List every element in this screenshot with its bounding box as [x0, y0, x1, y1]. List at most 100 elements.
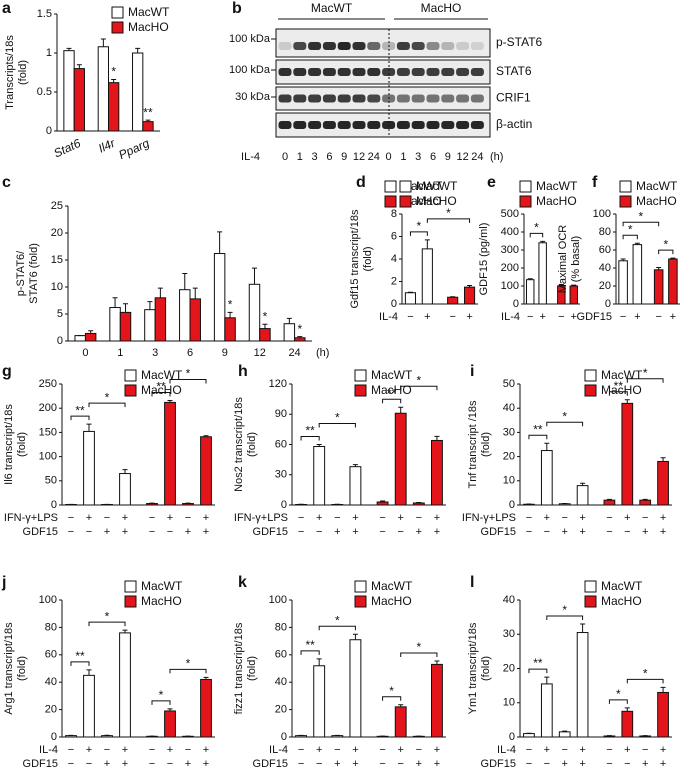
row-sign: +: [334, 526, 340, 538]
bar: [283, 323, 296, 342]
error-bar: [624, 707, 630, 712]
y-axis-label: p-STAT6/: [15, 250, 27, 296]
significance-bracket: [70, 661, 90, 666]
blot-band: [470, 68, 484, 76]
error-bar: [145, 119, 151, 122]
time-label: 12: [353, 151, 365, 163]
row-sign: +: [466, 311, 472, 323]
bar: [119, 311, 132, 342]
row-sign: +: [203, 758, 209, 769]
y-tick-label: 0: [46, 125, 52, 137]
y-tick-label: 80: [275, 621, 287, 633]
y-axis-label: (% basal): [570, 236, 582, 282]
time-unit: (h): [490, 151, 503, 163]
time-label: 9: [341, 151, 347, 163]
error-bar: [352, 464, 358, 467]
y-axis-label: (fold): [480, 432, 492, 457]
row-sign: −: [167, 758, 173, 769]
row-label: GDF15: [481, 758, 516, 769]
error-bar: [620, 258, 626, 261]
bar: [146, 503, 158, 506]
error-bar: [251, 267, 257, 285]
marker-label: 30 kDa: [235, 91, 271, 103]
row-sign: −: [544, 758, 550, 769]
error-bar: [544, 442, 550, 451]
row-sign: +: [434, 526, 440, 538]
significance: **: [533, 656, 543, 670]
row-sign: +: [122, 744, 128, 756]
blot-band: [470, 94, 484, 103]
significance: *: [186, 367, 191, 381]
bar: [394, 412, 407, 506]
row-sign: −: [68, 512, 74, 524]
panel-letter: a: [2, 0, 11, 17]
row-sign: +: [316, 744, 322, 756]
blot-band: [308, 121, 322, 129]
bar: [119, 473, 131, 506]
legend-label: MacHO: [416, 194, 457, 208]
y-tick-label: 100: [39, 594, 57, 606]
blot-band: [367, 121, 381, 129]
row-label: GDF15: [23, 758, 58, 769]
y-tick-label: 0.5: [37, 86, 52, 98]
blot-band: [293, 94, 307, 103]
blot-band: [367, 68, 381, 76]
significance: *: [417, 219, 422, 233]
row-sign: +: [424, 311, 430, 323]
row-sign: +: [167, 744, 173, 756]
error-bar: [660, 686, 666, 693]
error-bar: [656, 267, 662, 270]
legend-swatch: [399, 195, 412, 208]
significance: **: [305, 638, 315, 652]
bar: [558, 731, 571, 738]
y-tick-label: 0: [51, 731, 57, 743]
blot-band: [322, 42, 336, 50]
significance-bracket: [70, 415, 90, 421]
significance-bracket: [88, 402, 126, 408]
error-bar: [203, 435, 209, 437]
significance: **: [387, 386, 397, 400]
significance: **: [75, 403, 85, 417]
error-bar: [122, 629, 128, 633]
error-bar: [424, 239, 430, 249]
row-sign: −: [526, 758, 532, 769]
bar: [142, 121, 154, 132]
row-sign: −: [379, 758, 385, 769]
error-bar: [634, 242, 640, 245]
significance: *: [105, 609, 110, 623]
bar: [83, 674, 95, 738]
blot-band: [322, 68, 336, 76]
error-bar: [434, 435, 440, 441]
row-sign: −: [298, 758, 304, 769]
row-sign: −: [527, 311, 533, 323]
significance: *: [639, 209, 644, 223]
row-sign: −: [298, 512, 304, 524]
legend-swatch: [111, 21, 124, 34]
row-sign: −: [149, 744, 155, 756]
error-bar: [450, 296, 456, 298]
bar: [525, 279, 535, 305]
legend-label: MacWT: [601, 579, 643, 593]
panel-letter: l: [470, 574, 474, 591]
bar: [653, 269, 664, 305]
y-tick-label: 500: [501, 208, 519, 220]
bar: [421, 248, 433, 305]
row-sign: −: [185, 512, 191, 524]
row-sign: −: [642, 512, 648, 524]
bar: [569, 285, 579, 305]
group-label: MacHO: [421, 1, 462, 15]
error-bar: [434, 660, 440, 665]
row-sign: +: [571, 311, 577, 323]
bar: [164, 401, 176, 506]
row-sign: −: [397, 526, 403, 538]
row-sign: −: [606, 758, 612, 769]
error-bar: [297, 336, 303, 338]
row-sign: −: [526, 526, 532, 538]
significance: *: [446, 206, 451, 220]
row-sign: −: [316, 526, 322, 538]
y-axis-label: Tnf transcript /18s: [467, 400, 479, 489]
error-bar: [167, 708, 173, 711]
significance: **: [75, 649, 85, 663]
error-bar: [316, 658, 322, 666]
significance-bracket: [626, 378, 664, 383]
